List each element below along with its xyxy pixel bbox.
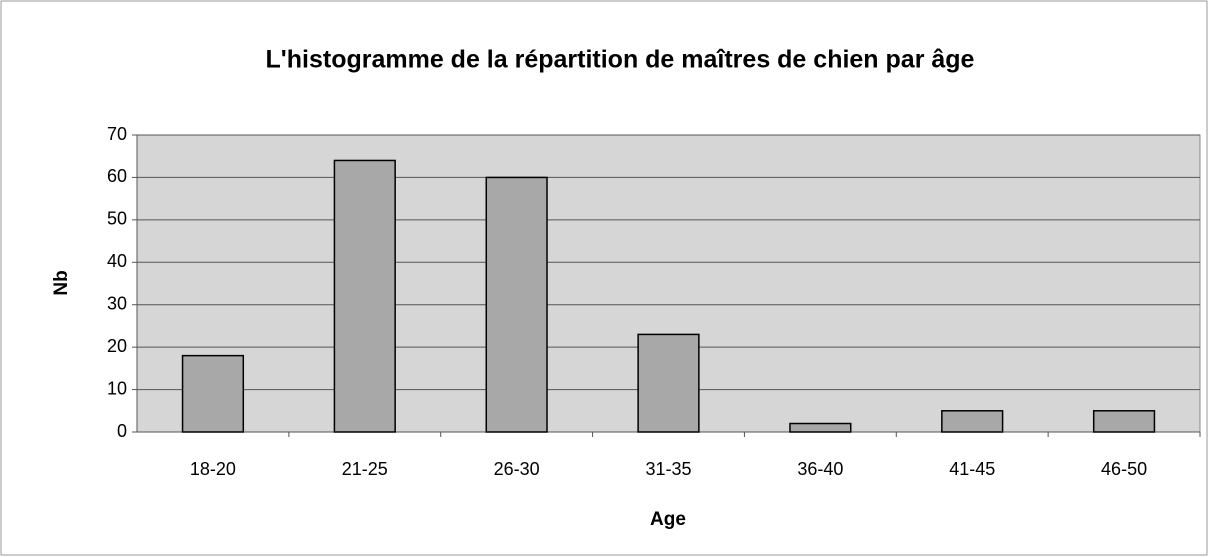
- bar: [181, 354, 245, 433]
- x-tick-label: 21-25: [342, 459, 388, 479]
- x-tick-label: 18-20: [190, 459, 236, 479]
- y-tick-label: 60: [107, 166, 127, 186]
- x-tick-label: 26-30: [494, 459, 540, 479]
- bar: [637, 333, 700, 433]
- y-tick-label: 20: [107, 336, 127, 356]
- y-tick-label: 40: [107, 251, 127, 271]
- y-tick-label: 10: [107, 378, 127, 398]
- y-tick-label: 70: [107, 124, 127, 144]
- x-tick-label: 46-50: [1101, 459, 1147, 479]
- x-axis-title: Age: [650, 509, 686, 530]
- y-tick-label: 50: [107, 209, 127, 229]
- y-tick-label: 30: [107, 293, 127, 313]
- chart-title: L'histogramme de la répartition de maîtr…: [266, 46, 975, 74]
- bar: [941, 410, 1004, 433]
- x-tick-label: 41-45: [949, 459, 995, 479]
- bar: [789, 422, 852, 433]
- x-tick-label: 31-35: [645, 459, 691, 479]
- bar: [1092, 410, 1156, 433]
- bar: [485, 176, 548, 433]
- y-axis-title: Nb: [51, 270, 72, 295]
- x-tick-label: 36-40: [797, 459, 843, 479]
- y-tick-label: 0: [117, 421, 127, 441]
- bar: [333, 159, 396, 433]
